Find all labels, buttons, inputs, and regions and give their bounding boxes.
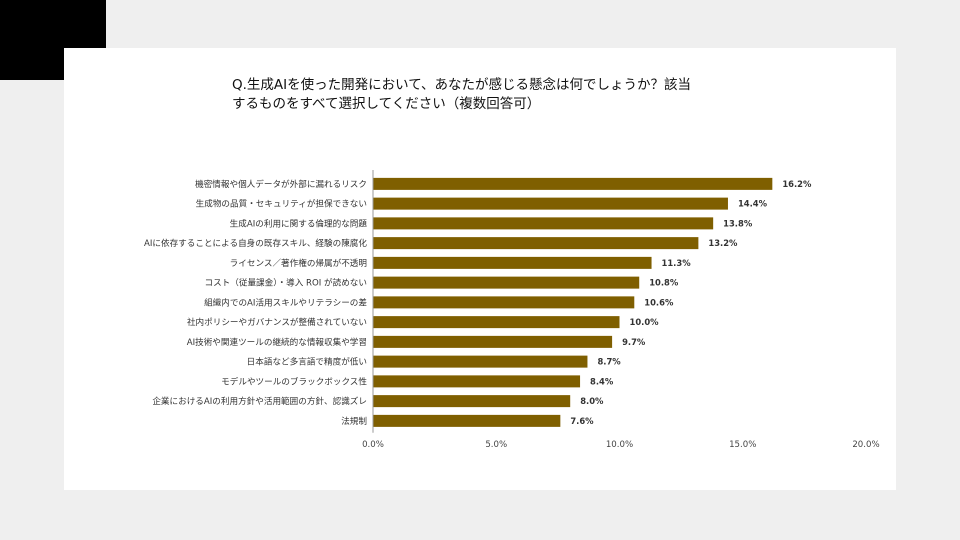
category-label: 機密情報や個人データが外部に漏れるリスク <box>195 178 367 190</box>
x-tick-labels: 0.0% 5.0% 10.0% 15.0% 20.0% <box>362 440 880 450</box>
bar <box>373 197 728 210</box>
bar <box>373 414 561 427</box>
category-label: 日本語など多言語で精度が低い <box>247 356 367 368</box>
bar <box>373 276 640 289</box>
category-label: 生成物の品質・セキュリティが担保できない <box>196 198 367 210</box>
x-tick-label: 5.0% <box>485 440 507 450</box>
bar <box>373 355 588 368</box>
value-label: 10.8% <box>649 278 679 288</box>
value-label: 7.6% <box>570 416 594 426</box>
value-label: 14.4% <box>738 199 768 209</box>
category-label: AI技術や関連ツールの継続的な情報収集や学習 <box>187 336 367 348</box>
value-label: 11.3% <box>662 258 692 268</box>
x-tick-label: 0.0% <box>362 440 384 450</box>
bar <box>373 237 699 250</box>
value-label: 10.6% <box>644 297 674 307</box>
category-label: コスト（従量課金）・導入 ROI が読めない <box>204 277 367 289</box>
bar <box>373 177 773 190</box>
bar <box>373 375 581 388</box>
value-label: 9.7% <box>622 337 646 347</box>
category-label: 法規制 <box>341 415 367 427</box>
x-tick-label: 15.0% <box>729 440 756 450</box>
bar <box>373 256 652 269</box>
value-labels: 16.2% 14.4% 13.8% 13.2% 11.3% 10.8% 10.6% 10.0%… <box>570 179 812 426</box>
question-text: Q.生成AIを使った開発において、あなたが感じる懸念は何でしょうか？該当 するも… <box>232 77 692 112</box>
x-tick-label: 10.0% <box>606 440 633 450</box>
category-label: ライセンス／著作権の帰属が不透明 <box>230 257 367 269</box>
x-tick-label: 20.0% <box>852 440 879 450</box>
value-label: 16.2% <box>782 179 812 189</box>
bar <box>373 296 635 309</box>
bars-group <box>373 177 773 427</box>
category-label: 組織内でのAI活用スキルやリテラシーの差 <box>204 296 367 308</box>
value-label: 10.0% <box>630 317 660 327</box>
category-label: AIに依存することによる自身の既存スキル、経験の陳腐化 <box>144 237 367 249</box>
category-label: 生成AIの利用に関する倫理的な問題 <box>230 217 368 229</box>
bar <box>373 316 620 329</box>
category-label: 企業におけるAIの利用方針や活用範囲の方針、認識ズレ <box>152 395 367 407</box>
bar <box>373 217 714 230</box>
value-label: 8.4% <box>590 376 614 386</box>
value-label: 8.0% <box>580 396 604 406</box>
category-label: モデルやツールのブラックボックス性 <box>221 375 367 387</box>
category-label: 社内ポリシーやガバナンスが整備されていない <box>187 316 367 328</box>
value-label: 13.8% <box>723 218 753 228</box>
category-labels: 機密情報や個人データが外部に漏れるリスク生成物の品質・セキュリティが担保できない… <box>144 178 367 427</box>
bar <box>373 395 571 408</box>
value-label: 13.2% <box>708 238 738 248</box>
bar <box>373 335 613 348</box>
value-label: 8.7% <box>597 357 621 367</box>
